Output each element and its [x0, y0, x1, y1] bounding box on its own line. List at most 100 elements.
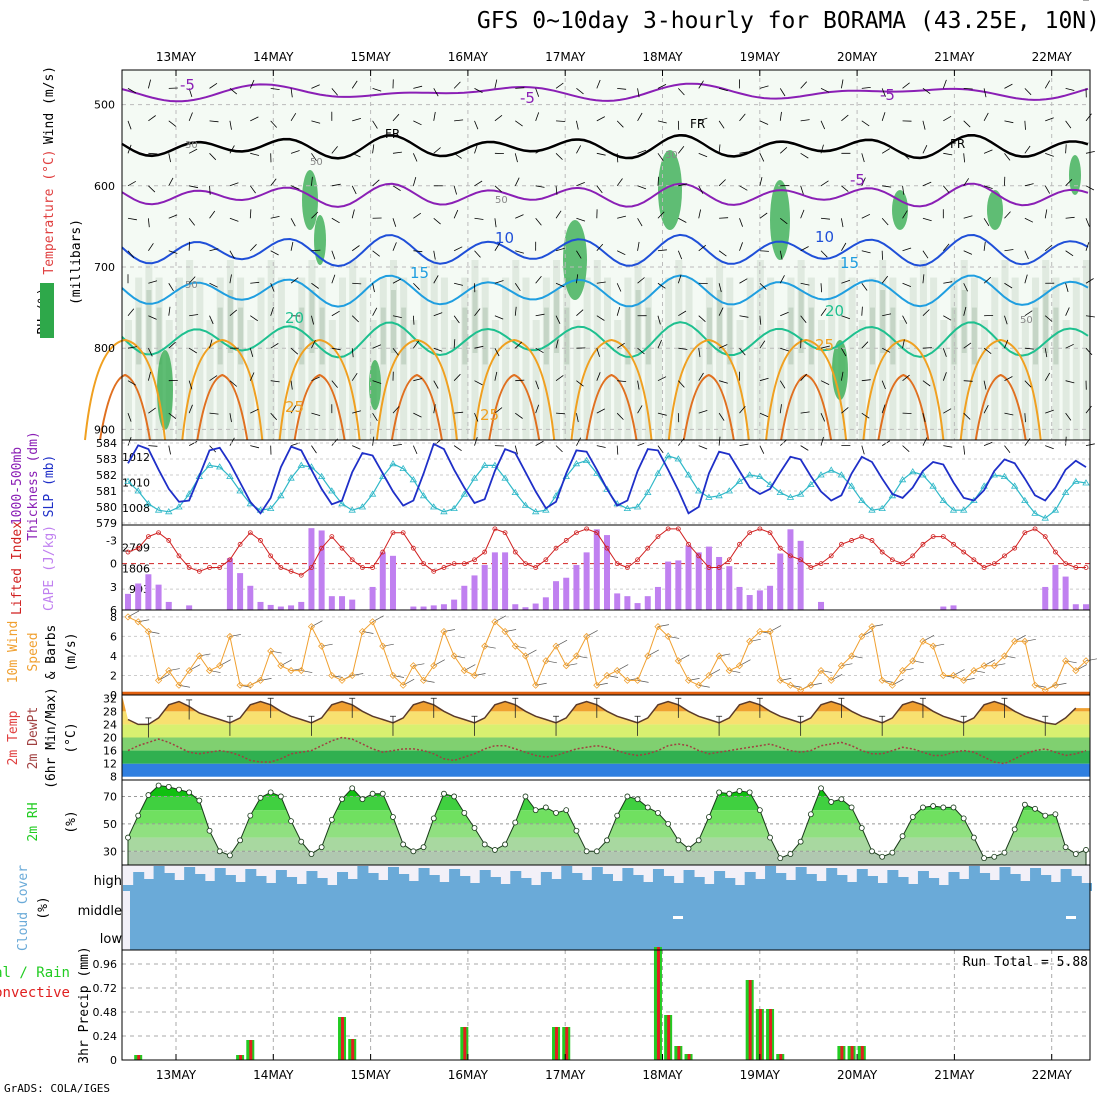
cape-bar: [736, 586, 743, 610]
wind-barb: [412, 176, 417, 186]
li-tick: 0: [110, 558, 117, 571]
wind-barb: [453, 152, 462, 159]
wind-barb: [882, 185, 892, 188]
rh-shade-bar: [919, 260, 927, 440]
wind-barb: [1004, 211, 1011, 219]
thickness-point: [868, 506, 876, 513]
contour-25: [765, 338, 848, 441]
wind-barb: [331, 310, 340, 317]
cloud-high-bar: [245, 869, 257, 891]
cloud-high-bar: [612, 881, 624, 891]
wind-barb: [270, 250, 279, 256]
wind-speed-point: [1021, 637, 1029, 645]
wind-barb: [963, 342, 972, 349]
axis-title-lifted-index: Lifted Index: [10, 521, 25, 615]
wind-barb: [209, 339, 213, 349]
wind-barb: [127, 250, 135, 258]
wind-barb: [168, 341, 176, 349]
wind-barb: [820, 308, 827, 316]
wind-barb: [800, 373, 807, 381]
cloud-high-bar: [224, 875, 236, 891]
rh-high-blob: [658, 150, 682, 230]
wind-speed-point: [960, 676, 968, 684]
wind-speed-point: [878, 676, 886, 684]
cloud-high-bar: [479, 870, 491, 891]
cloud-high-bar: [928, 878, 940, 891]
thickness-point: [929, 482, 937, 489]
wind-barb: [1024, 120, 1026, 130]
wind-barb: [657, 445, 664, 454]
date-label-bottom: 21MAY: [934, 1068, 975, 1082]
wind-barb: [963, 678, 975, 681]
thickness-point: [878, 504, 886, 512]
li-point: [951, 541, 956, 547]
wind-barb: [423, 680, 435, 683]
wind-barb: [841, 218, 844, 228]
cloud-high-bar: [1081, 883, 1092, 891]
rh-point: [1083, 847, 1089, 853]
axis-title-millibars: (millibars): [69, 219, 84, 305]
wind-barb: [1024, 413, 1026, 423]
wind-barb: [698, 244, 707, 252]
rh-point: [165, 783, 172, 790]
wind-barb: [902, 339, 905, 349]
thickness-point: [858, 496, 866, 504]
thickness-point: [440, 508, 448, 515]
wind-barb: [270, 380, 280, 383]
cape-bar: [257, 601, 264, 610]
rh-shade-bar-dark: [136, 307, 142, 365]
wind-barb: [616, 153, 619, 163]
date-label-top: 13MAY: [156, 50, 197, 64]
wind-barb: [780, 311, 789, 317]
page-title: GFS 0~10day 3-hourly for BORAMA (43.25E,…: [476, 8, 1100, 34]
wind-barb: [352, 673, 364, 676]
li-point: [370, 565, 375, 570]
wind-barb: [555, 339, 559, 349]
wind-barb: [657, 176, 659, 186]
contour-25: [959, 338, 1042, 441]
wind-barb: [596, 185, 603, 194]
wind-barb: [311, 176, 313, 186]
thickness-point: [756, 472, 764, 480]
wind-barb: [433, 147, 441, 154]
cloud-high-bar: [398, 874, 410, 891]
upper-ytick: 700: [94, 261, 115, 274]
rh-point: [328, 816, 335, 823]
wind-barb: [1085, 242, 1090, 251]
rh-shade-bar: [359, 277, 367, 440]
wind-speed-point: [715, 652, 723, 660]
wind-barb: [209, 375, 218, 382]
rh-point: [481, 841, 488, 848]
wind-speed-line: [127, 616, 1087, 691]
li-point: [716, 565, 722, 570]
rh-shade-bar: [267, 260, 275, 440]
contour-15: [121, 274, 1089, 308]
rh-shade-bar: [991, 277, 999, 440]
li-point: [747, 530, 753, 536]
cloud-high-bar: [826, 868, 838, 891]
li-line: [127, 528, 1086, 576]
wind-barb: [331, 347, 341, 351]
date-label-bottom: 20MAY: [837, 1068, 878, 1082]
wind-barb: [983, 149, 993, 154]
cape-bar: [818, 601, 825, 610]
wind-barb: [556, 120, 566, 122]
slp-line: [127, 442, 1087, 515]
wind-barb: [637, 149, 647, 154]
li-point: [380, 549, 386, 555]
wind-barb: [392, 278, 402, 284]
li-point: [991, 561, 997, 567]
rh-point: [848, 804, 855, 811]
wind-barb: [392, 315, 402, 318]
wind-barb: [372, 250, 380, 257]
wind-barb: [963, 412, 971, 420]
wind-barb: [882, 313, 892, 317]
wind-speed-point: [491, 618, 499, 626]
li-point: [655, 534, 661, 539]
contour-label: 20: [285, 309, 304, 327]
wind-barb: [779, 380, 786, 389]
thickness-point: [1021, 496, 1029, 504]
wind-barb: [249, 209, 252, 219]
cloud-high-bar: [714, 871, 726, 891]
rh-shade-bar: [1011, 277, 1019, 440]
